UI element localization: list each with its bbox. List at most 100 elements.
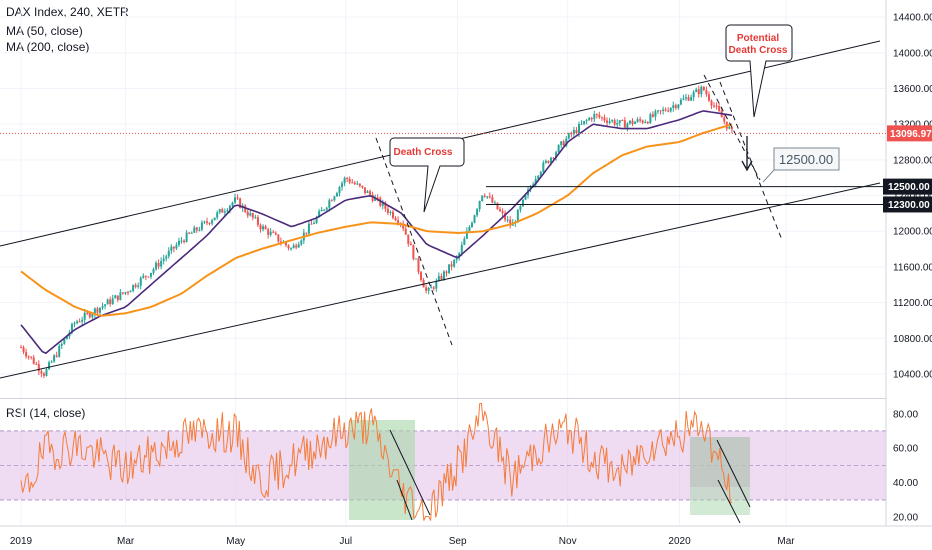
candle-body xyxy=(27,356,30,358)
candle-body xyxy=(25,352,28,357)
dashed-trend-1 xyxy=(375,137,453,346)
level-tag: 12500.00 xyxy=(888,182,930,193)
candle-body xyxy=(705,90,708,95)
candle-body xyxy=(654,111,657,117)
candle-body xyxy=(702,86,705,91)
candle-body xyxy=(48,362,51,370)
candle-body xyxy=(455,257,458,260)
candle-body xyxy=(600,117,603,119)
candle-body xyxy=(358,183,361,186)
candle-body xyxy=(325,207,328,210)
candle-body xyxy=(152,269,155,273)
candle-body xyxy=(155,262,158,270)
candle-body xyxy=(40,371,43,374)
candle-body xyxy=(218,209,221,213)
candle-body xyxy=(641,120,644,123)
candle-body xyxy=(656,110,659,112)
candle-body xyxy=(323,209,326,211)
candle-body xyxy=(567,133,570,139)
candle-body xyxy=(448,264,451,273)
candle-body xyxy=(328,200,331,208)
dashed-trend-2 xyxy=(719,81,783,241)
candle-body xyxy=(692,91,695,98)
target-pointer xyxy=(762,169,775,183)
candle-body xyxy=(333,196,336,201)
target-box xyxy=(773,147,840,171)
candle-body xyxy=(175,244,178,249)
candle-body xyxy=(284,242,287,246)
candle-body xyxy=(445,271,448,273)
candle-body xyxy=(96,308,99,313)
candle-body xyxy=(35,363,38,365)
last-price-tag-bg xyxy=(887,125,932,142)
candle-body xyxy=(104,304,107,307)
rsi-tick-label: 60.00 xyxy=(893,444,918,455)
candle-body xyxy=(211,220,214,224)
candle-body xyxy=(690,97,693,101)
candle-body xyxy=(634,121,637,124)
candle-body xyxy=(167,250,170,257)
candle-body xyxy=(272,231,275,233)
candle-body xyxy=(251,213,254,218)
rsi-trend-3 xyxy=(716,439,751,508)
candle-body xyxy=(109,299,112,304)
candle-body xyxy=(129,290,132,293)
candle-body xyxy=(677,104,680,108)
candle-body xyxy=(384,202,387,209)
candle-body xyxy=(190,232,193,234)
candle-body xyxy=(588,118,591,121)
candle-body xyxy=(216,212,219,218)
candle-body xyxy=(506,219,509,221)
candle-body xyxy=(715,105,718,107)
candle-body xyxy=(287,245,290,249)
x-tick-label: May xyxy=(226,536,245,547)
candle-body xyxy=(98,307,101,313)
candle-body xyxy=(718,105,721,111)
candle-body xyxy=(208,222,211,224)
candle-body xyxy=(22,347,25,353)
death-cross-callout xyxy=(389,137,465,213)
candle-body xyxy=(555,152,558,159)
candle-body xyxy=(254,217,257,219)
candle-body xyxy=(262,226,265,230)
candle-body xyxy=(264,226,267,230)
candle-body xyxy=(425,287,428,291)
candle-body xyxy=(613,120,616,125)
x-tick-label: 2020 xyxy=(668,536,691,547)
level-tag-bg xyxy=(883,178,932,195)
rsi-tick-label: 80.00 xyxy=(893,409,918,420)
candle-body xyxy=(119,292,122,300)
x-tick-label: 2019 xyxy=(10,536,33,547)
candle-body xyxy=(713,105,716,107)
level-tag: 12300.00 xyxy=(888,200,930,211)
rsi-legend: RSI (14, close) xyxy=(6,406,86,420)
candle-body xyxy=(307,223,310,234)
y-tick-label: 10400.00 xyxy=(893,369,932,380)
candle-body xyxy=(685,97,688,99)
candle-body xyxy=(32,357,35,364)
candle-body xyxy=(389,211,392,213)
candle-body xyxy=(78,321,81,323)
candle-body xyxy=(572,129,575,135)
candle-body xyxy=(649,114,652,124)
candle-body xyxy=(88,312,91,318)
candle-body xyxy=(595,113,598,115)
candle-body xyxy=(93,308,96,315)
candle-body xyxy=(81,319,84,322)
candle-body xyxy=(256,217,259,225)
candle-body xyxy=(504,213,507,220)
candle-body xyxy=(73,323,76,325)
candle-body xyxy=(608,121,611,123)
candle-body xyxy=(623,120,626,128)
candle-body xyxy=(366,191,369,194)
candle-body xyxy=(562,141,565,146)
candle-body xyxy=(547,160,550,163)
candle-body xyxy=(593,113,596,120)
candle-body xyxy=(491,196,494,203)
candle-body xyxy=(195,227,198,231)
candle-body xyxy=(50,361,53,363)
candle-body xyxy=(137,285,140,287)
candle-body xyxy=(583,121,586,124)
candle-body xyxy=(488,196,491,198)
